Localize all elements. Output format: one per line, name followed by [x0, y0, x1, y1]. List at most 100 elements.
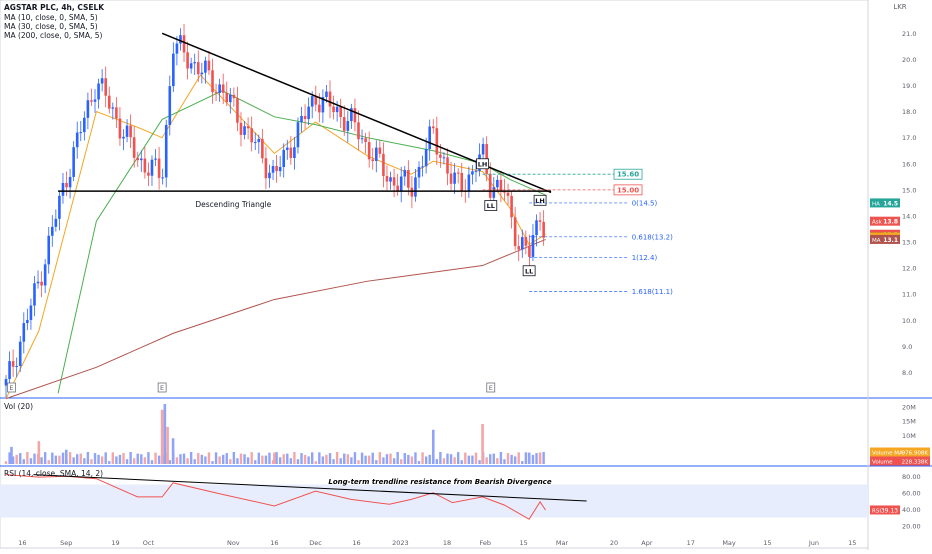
candle-body — [18, 341, 22, 366]
time-tick-label: Jun — [808, 539, 819, 547]
volume-tick-label: 20M — [902, 403, 916, 411]
volume-bar — [521, 461, 524, 464]
candle-body — [271, 166, 275, 173]
volume-bar — [403, 453, 406, 464]
volume-bar — [456, 452, 460, 464]
candle-body — [275, 166, 278, 172]
volume-bar — [129, 452, 132, 464]
candle-body — [136, 157, 140, 161]
volume-bar — [446, 453, 449, 464]
candle-body — [186, 52, 189, 69]
volume-bar — [296, 459, 300, 464]
volume-bar — [360, 452, 364, 464]
candle-body — [104, 78, 107, 96]
volume-bar — [307, 456, 310, 464]
volume-bar — [350, 457, 353, 464]
candle-body — [488, 173, 492, 198]
volume-bar — [193, 459, 196, 464]
volume-bar — [414, 452, 417, 464]
volume-bar — [8, 452, 11, 464]
volume-bar — [293, 452, 296, 464]
price-tag-box — [870, 234, 900, 244]
volume-bar — [275, 452, 278, 464]
volume-bar — [527, 452, 531, 464]
volume-bar — [268, 452, 271, 464]
price-tick-label: 21.0 — [902, 30, 916, 38]
volume-bar — [232, 452, 236, 464]
candle-body — [204, 60, 207, 73]
volume-bar — [474, 452, 478, 464]
swing-label-box — [533, 194, 547, 206]
candle-body — [282, 149, 286, 167]
volume-bar — [449, 454, 453, 464]
candle-body — [321, 97, 325, 113]
candle-body — [118, 118, 122, 139]
pattern-label: Descending Triangle — [195, 200, 271, 209]
swing-label: LH — [478, 160, 488, 168]
volume-bar — [93, 453, 97, 464]
volume-bar — [325, 454, 328, 464]
volume-bar — [499, 452, 503, 464]
volume-bar — [524, 452, 528, 464]
volume-bar — [58, 455, 61, 464]
price-tick-label: 14.0 — [902, 212, 916, 220]
volume-bar — [542, 452, 545, 464]
candle-body — [389, 177, 392, 182]
volume-bar — [332, 459, 335, 464]
price-tag-value: 13.1 — [883, 237, 898, 244]
volume-bar — [335, 452, 339, 464]
volume-bar — [236, 458, 239, 464]
volume-bar — [460, 460, 463, 464]
volume-bar — [273, 452, 276, 464]
candle-body — [218, 84, 221, 94]
volume-bar — [11, 456, 15, 464]
volume-bar — [61, 452, 65, 464]
candle-body — [129, 125, 132, 138]
earnings-marker — [157, 382, 167, 393]
candle-body — [264, 158, 268, 179]
legend-ma200: MA (200, close, 0, SMA, 5) — [4, 31, 103, 40]
volume-label: Vol (20) — [4, 402, 34, 411]
volume-bar — [37, 441, 41, 464]
candle-body — [300, 115, 303, 123]
price-tag-value: 13.8 — [883, 219, 898, 226]
time-tick-label: May — [722, 539, 736, 547]
price-tick-label: 13.0 — [902, 239, 916, 247]
candle-body — [93, 99, 97, 102]
candle-body — [371, 159, 375, 162]
rsi-trendline — [33, 474, 587, 502]
candle-body — [147, 172, 150, 176]
volume-bar — [100, 456, 104, 464]
candle-body — [520, 237, 524, 250]
volume-bar — [485, 457, 488, 464]
volume-bar — [378, 452, 382, 464]
volume-bar — [246, 457, 250, 464]
candle-body — [75, 132, 79, 148]
candle-body — [396, 185, 399, 192]
volume-bar — [321, 456, 325, 464]
volume-bar — [271, 460, 275, 464]
candle-body — [506, 192, 510, 196]
volume-bar — [353, 452, 357, 464]
rsi-tick-label: 20.00 — [902, 522, 921, 530]
candle-body — [172, 53, 175, 87]
volume-bar — [250, 452, 253, 464]
candle-body — [535, 220, 538, 236]
time-tick-label: 16 — [270, 539, 278, 547]
volume-bar — [286, 453, 289, 464]
candle-body — [449, 173, 453, 184]
candle-body — [414, 177, 417, 197]
volume-bar — [163, 404, 167, 464]
volume-bar — [26, 452, 29, 464]
candle-body — [524, 237, 528, 246]
volume-bar — [339, 458, 342, 464]
candle-body — [357, 122, 360, 140]
volume-bar — [343, 453, 346, 464]
ma-line-ma10 — [5, 74, 546, 399]
price-tick-label: 20.0 — [902, 56, 916, 64]
price-tick-label: 16.0 — [902, 160, 916, 168]
fib-level-label: 0.618(13.2) — [632, 233, 673, 241]
boxed-level-box — [613, 184, 643, 196]
volume-bar — [243, 454, 246, 464]
